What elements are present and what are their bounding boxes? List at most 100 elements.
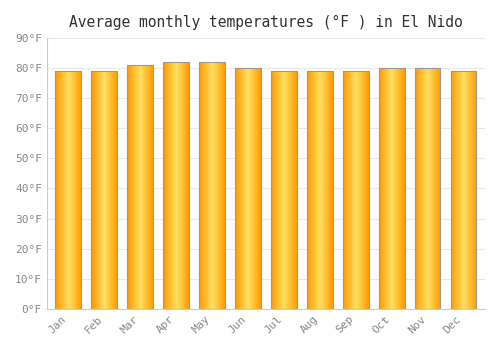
Bar: [257, 68, 258, 309]
Bar: [452, 71, 453, 309]
Bar: [239, 68, 240, 309]
Bar: [349, 71, 350, 309]
Bar: [462, 71, 463, 309]
Bar: [260, 68, 261, 309]
Bar: [255, 68, 256, 309]
Bar: [360, 71, 361, 309]
Bar: [378, 68, 380, 309]
Bar: [466, 71, 468, 309]
Bar: [320, 71, 321, 309]
Bar: [105, 71, 106, 309]
Bar: [331, 71, 332, 309]
Bar: [322, 71, 323, 309]
Bar: [182, 62, 184, 309]
Bar: [307, 71, 332, 309]
Bar: [98, 71, 99, 309]
Bar: [75, 71, 76, 309]
Bar: [277, 71, 278, 309]
Bar: [152, 65, 153, 309]
Bar: [323, 71, 324, 309]
Bar: [210, 62, 211, 309]
Bar: [343, 71, 344, 309]
Bar: [430, 68, 431, 309]
Bar: [286, 71, 287, 309]
Bar: [212, 62, 214, 309]
Bar: [180, 62, 182, 309]
Bar: [101, 71, 102, 309]
Bar: [97, 71, 98, 309]
Bar: [170, 62, 171, 309]
Bar: [387, 68, 388, 309]
Bar: [221, 62, 222, 309]
Bar: [223, 62, 224, 309]
Bar: [129, 65, 130, 309]
Bar: [272, 71, 273, 309]
Bar: [378, 68, 404, 309]
Bar: [58, 71, 59, 309]
Bar: [392, 68, 393, 309]
Bar: [271, 71, 297, 309]
Bar: [99, 71, 100, 309]
Bar: [114, 71, 116, 309]
Bar: [206, 62, 207, 309]
Bar: [64, 71, 65, 309]
Bar: [71, 71, 72, 309]
Bar: [468, 71, 469, 309]
Bar: [107, 71, 108, 309]
Bar: [422, 68, 423, 309]
Bar: [437, 68, 438, 309]
Bar: [427, 68, 428, 309]
Bar: [208, 62, 209, 309]
Bar: [312, 71, 314, 309]
Bar: [459, 71, 460, 309]
Bar: [242, 68, 243, 309]
Bar: [217, 62, 218, 309]
Bar: [207, 62, 208, 309]
Bar: [380, 68, 382, 309]
Bar: [418, 68, 419, 309]
Bar: [384, 68, 385, 309]
Bar: [450, 71, 476, 309]
Bar: [254, 68, 255, 309]
Bar: [241, 68, 242, 309]
Bar: [402, 68, 404, 309]
Bar: [458, 71, 459, 309]
Bar: [211, 62, 212, 309]
Bar: [110, 71, 111, 309]
Bar: [80, 71, 82, 309]
Bar: [68, 71, 69, 309]
Bar: [240, 68, 241, 309]
Bar: [276, 71, 277, 309]
Bar: [150, 65, 151, 309]
Bar: [138, 65, 139, 309]
Bar: [350, 71, 351, 309]
Bar: [172, 62, 173, 309]
Bar: [243, 68, 244, 309]
Bar: [201, 62, 202, 309]
Bar: [106, 71, 107, 309]
Bar: [134, 65, 135, 309]
Bar: [151, 65, 152, 309]
Bar: [439, 68, 440, 309]
Bar: [361, 71, 362, 309]
Bar: [353, 71, 354, 309]
Bar: [310, 71, 311, 309]
Bar: [214, 62, 216, 309]
Bar: [391, 68, 392, 309]
Bar: [416, 68, 417, 309]
Bar: [431, 68, 432, 309]
Bar: [283, 71, 284, 309]
Bar: [167, 62, 168, 309]
Bar: [65, 71, 66, 309]
Bar: [475, 71, 476, 309]
Bar: [136, 65, 137, 309]
Bar: [389, 68, 390, 309]
Bar: [290, 71, 291, 309]
Bar: [235, 68, 236, 309]
Bar: [292, 71, 293, 309]
Bar: [429, 68, 430, 309]
Bar: [132, 65, 133, 309]
Bar: [289, 71, 290, 309]
Bar: [73, 71, 74, 309]
Bar: [145, 65, 146, 309]
